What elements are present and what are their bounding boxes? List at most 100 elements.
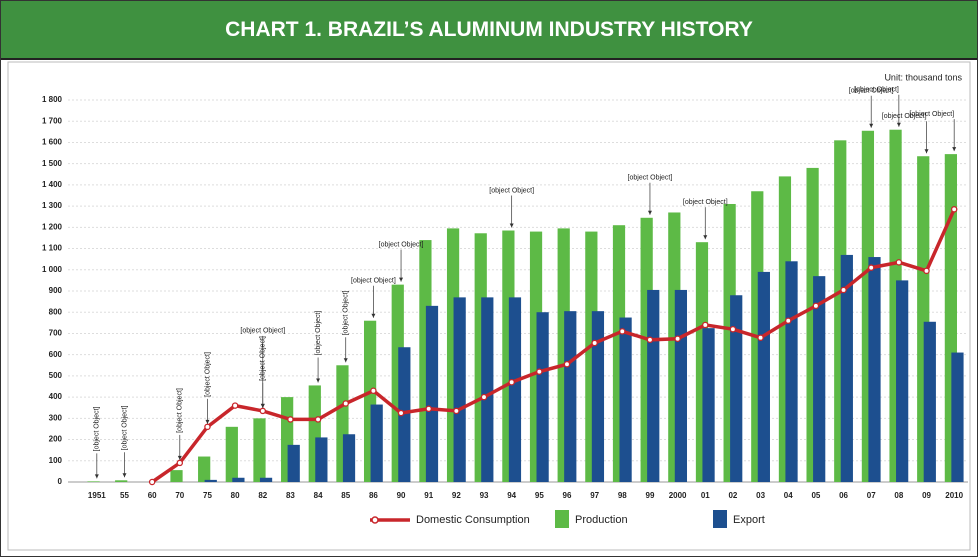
bar <box>398 347 411 482</box>
line-point <box>840 286 847 294</box>
line-point <box>757 334 764 341</box>
bar <box>647 289 660 482</box>
annotation: [object Object] <box>683 199 728 206</box>
arrow-head <box>343 358 348 363</box>
x-tick-label: 01 <box>701 491 710 500</box>
bar <box>370 404 383 482</box>
legend-label: Domestic Consumption <box>416 514 530 526</box>
y-tick-label: 0 <box>58 477 63 486</box>
line-point <box>591 339 598 347</box>
x-tick-label: 03 <box>756 491 765 500</box>
annotation: [object Object] <box>204 352 211 397</box>
line-point <box>314 416 322 423</box>
legend-label: Export <box>733 514 765 526</box>
line-point <box>204 423 211 431</box>
annotation: [object Object] <box>909 111 954 118</box>
bar <box>591 311 605 482</box>
x-tick-label: 95 <box>535 491 544 500</box>
bar <box>342 434 356 482</box>
arrow-head <box>647 210 652 215</box>
x-tick-label: 97 <box>590 491 599 500</box>
unit-label: Unit: thousand tons <box>884 72 962 82</box>
line-point <box>729 325 737 333</box>
line-point <box>480 393 488 401</box>
x-tick-label: 70 <box>175 491 184 500</box>
annotation: [object Object] <box>240 328 285 335</box>
arrow-head <box>924 149 929 154</box>
x-tick-label: 82 <box>258 491 267 500</box>
x-tick-label: 96 <box>563 491 572 500</box>
annotation: [object Object] <box>628 175 673 182</box>
bar <box>198 456 211 482</box>
line-point <box>425 405 432 413</box>
y-tick-label: 1 600 <box>42 138 63 147</box>
y-tick-label: 1 000 <box>42 265 63 274</box>
y-tick-label: 200 <box>49 435 63 444</box>
x-tick-label: 1951 <box>88 491 106 500</box>
x-tick-label: 92 <box>452 491 461 500</box>
y-tick-label: 1 200 <box>42 222 63 231</box>
x-tick-label: 86 <box>369 491 378 500</box>
x-tick-label: 75 <box>203 491 212 500</box>
y-tick-label: 1 400 <box>42 180 63 189</box>
line-point <box>895 259 903 266</box>
line-point <box>563 360 571 368</box>
line-point <box>231 402 239 409</box>
bar <box>785 261 798 482</box>
x-tick-label: 91 <box>424 491 433 500</box>
bar <box>481 297 494 482</box>
arrow-head <box>316 378 321 383</box>
bar <box>232 477 245 482</box>
y-tick-label: 700 <box>49 329 63 338</box>
line-point <box>342 400 349 407</box>
y-tick-label: 1 100 <box>42 244 63 253</box>
bar <box>702 328 715 482</box>
x-tick-label: 90 <box>397 491 406 500</box>
annotation: [object Object] <box>177 388 184 433</box>
bar <box>204 479 217 482</box>
y-tick-label: 400 <box>49 392 63 401</box>
bar <box>730 295 743 482</box>
y-tick-label: 500 <box>49 371 63 380</box>
bar <box>896 280 909 482</box>
x-tick-label: 85 <box>341 491 350 500</box>
y-tick-label: 800 <box>49 307 63 316</box>
x-tick-label: 99 <box>646 491 655 500</box>
bar <box>287 444 300 482</box>
x-tick-label: 06 <box>839 491 848 500</box>
x-tick-label: 08 <box>894 491 903 500</box>
bar <box>757 271 770 482</box>
legend-swatch <box>713 510 727 528</box>
x-tick-label: 84 <box>314 491 323 500</box>
bar <box>840 254 853 482</box>
arrow-head <box>371 313 376 318</box>
line-point <box>923 267 930 275</box>
line-point <box>453 407 460 415</box>
line-point <box>397 409 405 417</box>
line-point <box>784 317 792 324</box>
legend-label: Production <box>575 514 628 526</box>
arrow-head <box>94 474 99 479</box>
x-tick-label: 98 <box>618 491 627 500</box>
x-tick-label: 2010 <box>945 491 963 500</box>
arrow-head <box>869 123 874 128</box>
x-tick-label: 80 <box>231 491 240 500</box>
y-tick-label: 900 <box>49 286 63 295</box>
line-point <box>536 368 543 375</box>
line-point <box>176 459 184 467</box>
arrow-head <box>260 403 265 408</box>
y-tick-label: 300 <box>49 413 63 422</box>
line-point <box>867 264 875 271</box>
line-point <box>370 387 377 394</box>
annotation: [object Object] <box>849 88 894 95</box>
arrow-head <box>703 235 708 240</box>
line-point <box>950 206 958 213</box>
annotation: [object Object] <box>379 241 424 248</box>
y-tick-label: 1 500 <box>42 159 63 168</box>
x-tick-label: 94 <box>507 491 516 500</box>
arrow-head <box>399 277 404 282</box>
bar <box>813 276 826 482</box>
bar <box>259 477 273 482</box>
annotation: [object Object] <box>315 311 322 356</box>
